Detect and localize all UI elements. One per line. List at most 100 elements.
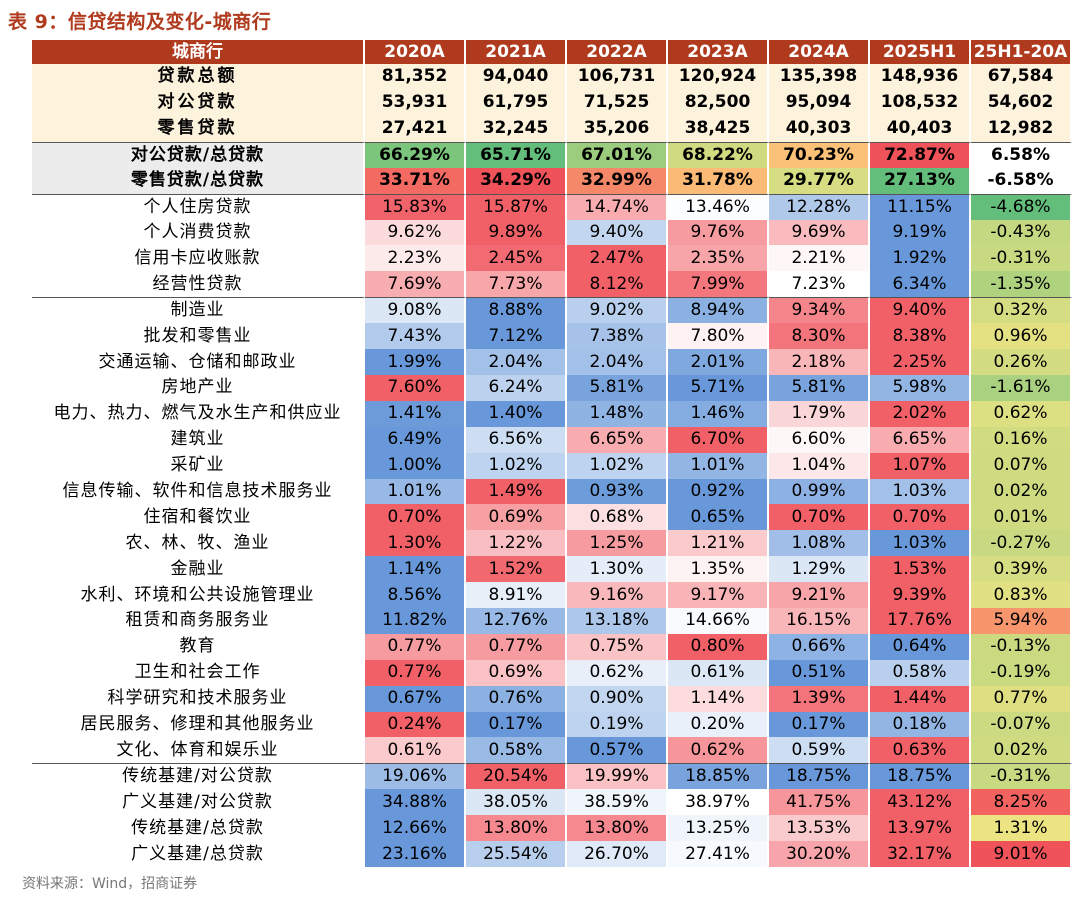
value-cell: 67,584 xyxy=(971,64,1072,90)
table-row: 对公贷款 53,931 61,795 71,525 82,500 95,094 108,53… xyxy=(32,89,1072,116)
value-cell: 1.40% xyxy=(466,400,567,427)
value-cell: 6.56% xyxy=(466,426,567,453)
value-cell: 0.77% xyxy=(466,633,567,660)
value-cell: 35,206 xyxy=(567,115,668,142)
value-cell: -0.13% xyxy=(971,633,1072,660)
value-cell: 0.93% xyxy=(567,478,668,505)
value-cell: 65.71% xyxy=(466,141,567,168)
table-row: 个人消费贷款 9.62% 9.89% 9.40% 9.76% 9.69% 9.19% -0.4… xyxy=(32,219,1072,246)
value-cell: 9.21% xyxy=(769,582,870,609)
value-cell: 5.71% xyxy=(668,375,769,401)
table-row: 经营性贷款 7.69% 7.73% 8.12% 7.99% 7.23% 6.34% -1.35… xyxy=(32,271,1072,298)
value-cell: 61,795 xyxy=(466,89,567,116)
value-cell: 5.81% xyxy=(769,375,870,401)
credit-structure-table: 城商行 2020A 2021A 2022A 2023A 2024A 2025H1… xyxy=(32,40,1072,868)
value-cell: 5.94% xyxy=(971,608,1072,634)
table-row: 建筑业 6.49% 6.56% 6.65% 6.70% 6.60% 6.65% 0.16% xyxy=(32,426,1072,453)
row-label: 广义基建/总贷款 xyxy=(32,841,365,868)
header-2022a: 2022A xyxy=(567,40,668,64)
value-cell: 9.16% xyxy=(567,582,668,609)
value-cell: 13.53% xyxy=(769,815,870,842)
value-cell: 13.25% xyxy=(668,815,769,842)
value-cell: 1.22% xyxy=(466,530,567,557)
value-cell: 40,403 xyxy=(870,115,971,142)
value-cell: 43.12% xyxy=(870,789,971,816)
value-cell: 6.65% xyxy=(567,426,668,453)
value-cell: 19.99% xyxy=(567,763,668,790)
value-cell: 1.46% xyxy=(668,400,769,427)
value-cell: 0.90% xyxy=(567,685,668,712)
value-cell: 9.76% xyxy=(668,219,769,246)
value-cell: 0.76% xyxy=(466,685,567,712)
row-label: 传统基建/对公贷款 xyxy=(32,763,365,790)
value-cell: -0.07% xyxy=(971,711,1072,738)
value-cell: 8.12% xyxy=(567,271,668,298)
row-label: 住宿和餐饮业 xyxy=(32,504,365,531)
value-cell: 9.40% xyxy=(870,297,971,324)
value-cell: 2.04% xyxy=(567,349,668,376)
value-cell: 8.91% xyxy=(466,582,567,609)
header-2020a: 2020A xyxy=(365,40,466,64)
value-cell: -0.31% xyxy=(971,763,1072,790)
value-cell: 9.17% xyxy=(668,582,769,609)
value-cell: 1.39% xyxy=(769,685,870,712)
value-cell: 7.60% xyxy=(365,375,466,401)
value-cell: 0.92% xyxy=(668,478,769,505)
value-cell: 31.78% xyxy=(668,167,769,194)
value-cell: 1.00% xyxy=(365,452,466,479)
row-label: 交通运输、仓储和邮政业 xyxy=(32,349,365,376)
value-cell: 20.54% xyxy=(466,763,567,790)
value-cell: 0.77% xyxy=(365,659,466,686)
row-label: 农、林、牧、渔业 xyxy=(32,530,365,557)
value-cell: 1.30% xyxy=(365,530,466,557)
value-cell: 1.92% xyxy=(870,245,971,272)
value-cell: 0.62% xyxy=(567,659,668,686)
value-cell: 15.83% xyxy=(365,193,466,220)
value-cell: -4.68% xyxy=(971,193,1072,220)
value-cell: 106,731 xyxy=(567,64,668,90)
value-cell: 0.20% xyxy=(668,711,769,738)
row-label: 批发和零售业 xyxy=(32,323,365,350)
value-cell: 9.19% xyxy=(870,219,971,246)
value-cell: 16.15% xyxy=(769,608,870,634)
value-cell: 148,936 xyxy=(870,64,971,90)
value-cell: 2.23% xyxy=(365,245,466,272)
value-cell: 12,982 xyxy=(971,115,1072,142)
table-row: 金融业 1.14% 1.52% 1.30% 1.35% 1.29% 1.53% 0.39% xyxy=(32,556,1072,583)
value-cell: 7.38% xyxy=(567,323,668,350)
value-cell: 0.77% xyxy=(365,633,466,660)
value-cell: -0.19% xyxy=(971,659,1072,686)
table-row: 房地产业 7.60% 6.24% 5.81% 5.71% 5.81% 5.98% -1.61% xyxy=(32,375,1072,401)
value-cell: 1.52% xyxy=(466,556,567,583)
value-cell: 9.08% xyxy=(365,297,466,324)
value-cell: 8.38% xyxy=(870,323,971,350)
value-cell: 26.70% xyxy=(567,841,668,868)
table-row: 采矿业 1.00% 1.02% 1.02% 1.01% 1.04% 1.07% 0.07% xyxy=(32,452,1072,479)
value-cell: 0.51% xyxy=(769,659,870,686)
header-2024a: 2024A xyxy=(769,40,870,64)
value-cell: 38.05% xyxy=(466,789,567,816)
value-cell: 1.03% xyxy=(870,478,971,505)
row-label: 采矿业 xyxy=(32,452,365,479)
header-change: 25H1-20A xyxy=(971,40,1072,64)
row-label: 贷款总额 xyxy=(32,64,365,90)
value-cell: 0.57% xyxy=(567,737,668,764)
value-cell: -6.58% xyxy=(971,167,1072,194)
value-cell: 8.25% xyxy=(971,789,1072,816)
value-cell: 1.08% xyxy=(769,530,870,557)
value-cell: 8.30% xyxy=(769,323,870,350)
value-cell: 18.75% xyxy=(769,763,870,790)
value-cell: 1.31% xyxy=(971,815,1072,842)
row-label: 建筑业 xyxy=(32,426,365,453)
value-cell: 2.45% xyxy=(466,245,567,272)
value-cell: 25.54% xyxy=(466,841,567,868)
value-cell: 1.48% xyxy=(567,400,668,427)
value-cell: 1.79% xyxy=(769,400,870,427)
header-category: 城商行 xyxy=(32,40,365,64)
header-2021a: 2021A xyxy=(466,40,567,64)
value-cell: 2.35% xyxy=(668,245,769,272)
row-label: 对公贷款/总贷款 xyxy=(32,141,365,168)
value-cell: 8.88% xyxy=(466,297,567,324)
table-row: 个人住房贷款 15.83% 15.87% 14.74% 13.46% 12.28% 11.1… xyxy=(32,193,1072,220)
value-cell: 38.97% xyxy=(668,789,769,816)
